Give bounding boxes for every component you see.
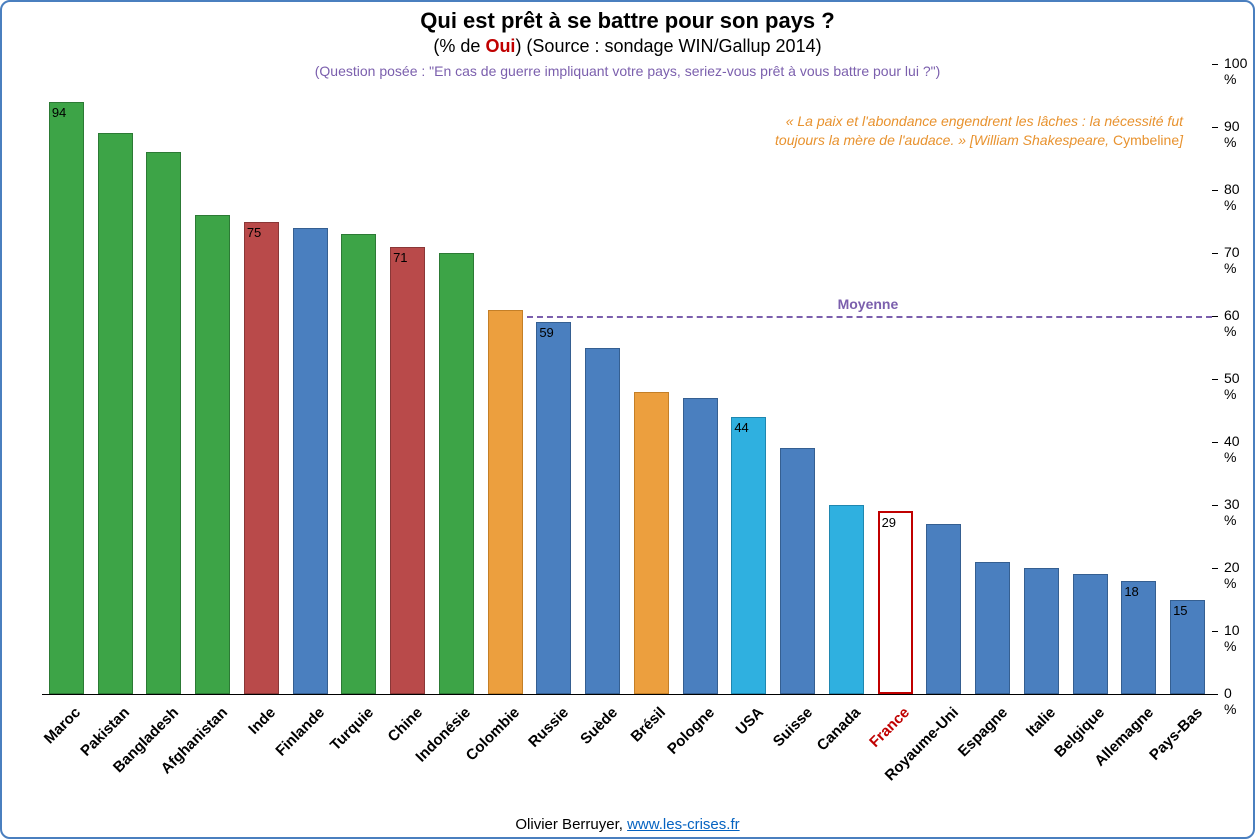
bar	[293, 228, 328, 694]
bar-value-label: 59	[539, 325, 553, 340]
bar	[488, 310, 523, 694]
x-axis-label: Inde	[246, 704, 280, 738]
bar-value-label: 71	[393, 250, 407, 265]
x-axis-label: Suède	[577, 704, 621, 748]
bar	[829, 505, 864, 694]
x-axis-label: Canada	[814, 704, 864, 754]
bar	[926, 524, 961, 694]
bar: 15	[1170, 600, 1205, 695]
bar	[683, 398, 718, 694]
y-axis-tick-label: 50 %	[1224, 370, 1240, 402]
bar	[195, 215, 230, 694]
x-axis-label: Chine	[384, 704, 425, 745]
x-axis-label: Suisse	[769, 704, 815, 750]
subtitle-suffix: ) (Source : sondage WIN/Gallup 2014)	[515, 36, 821, 56]
y-axis-tick-label: 80 %	[1224, 181, 1240, 213]
y-axis-tick-label: 30 %	[1224, 496, 1240, 528]
bar	[1024, 568, 1059, 694]
x-axis-label: Maroc	[41, 704, 84, 747]
subtitle-highlight: Oui	[485, 36, 515, 56]
chart-subtitle: (% de Oui) (Source : sondage WIN/Gallup …	[2, 36, 1253, 57]
bar	[1073, 574, 1108, 694]
bar	[585, 348, 620, 695]
x-axis-label: Brésil	[628, 704, 670, 746]
bar-value-label: 18	[1124, 584, 1138, 599]
bar	[341, 234, 376, 694]
plot-area: 0 %10 %20 %30 %40 %50 %60 %70 %80 %90 %1…	[42, 64, 1212, 694]
y-axis-tick-label: 0 %	[1224, 685, 1236, 717]
bar	[634, 392, 669, 694]
x-axis-label: France	[866, 704, 913, 751]
bar	[780, 448, 815, 694]
credit-link[interactable]: www.les-crises.fr	[627, 816, 740, 833]
x-axis-labels: MarocPakistanBangladeshAfghanistanIndeFi…	[42, 696, 1212, 806]
bar-value-label: 44	[734, 420, 748, 435]
x-axis-label: Finlande	[273, 704, 329, 760]
bar: 59	[536, 322, 571, 694]
bar-value-label: 94	[52, 105, 66, 120]
mean-label: Moyenne	[838, 296, 899, 312]
credit-line: Olivier Berruyer, www.les-crises.fr	[2, 816, 1253, 833]
x-axis-label: USA	[732, 704, 766, 738]
y-axis-tick-label: 20 %	[1224, 559, 1240, 591]
x-axis-label: Espagne	[954, 704, 1010, 760]
bar-value-label: 29	[882, 515, 896, 530]
bar	[146, 152, 181, 694]
y-axis-tick-label: 70 %	[1224, 244, 1240, 276]
x-axis-label: Russie	[525, 704, 572, 751]
chart-title: Qui est prêt à se battre pour son pays ?	[2, 8, 1253, 34]
bar: 29	[878, 511, 913, 694]
y-axis-tick-label: 60 %	[1224, 307, 1240, 339]
bar: 18	[1121, 581, 1156, 694]
bar: 94	[49, 102, 84, 694]
y-axis-tick-label: 90 %	[1224, 118, 1240, 150]
bar-value-label: 15	[1173, 603, 1187, 618]
x-axis-label: Italie	[1023, 704, 1059, 740]
bar	[98, 133, 133, 694]
bar: 75	[244, 222, 279, 695]
y-axis-tick-label: 100 %	[1224, 55, 1247, 87]
bar: 71	[390, 247, 425, 694]
bar: 44	[731, 417, 766, 694]
bar	[975, 562, 1010, 694]
x-axis-label: Turquie	[327, 704, 377, 754]
mean-line	[527, 316, 1212, 318]
subtitle-prefix: (% de	[433, 36, 485, 56]
bar	[439, 253, 474, 694]
bar-value-label: 75	[247, 225, 261, 240]
x-axis-label: Pologne	[664, 704, 718, 758]
y-axis-tick-label: 40 %	[1224, 433, 1240, 465]
credit-author: Olivier Berruyer,	[515, 816, 627, 833]
chart-frame: Qui est prêt à se battre pour son pays ?…	[0, 0, 1255, 839]
y-axis-tick-label: 10 %	[1224, 622, 1240, 654]
